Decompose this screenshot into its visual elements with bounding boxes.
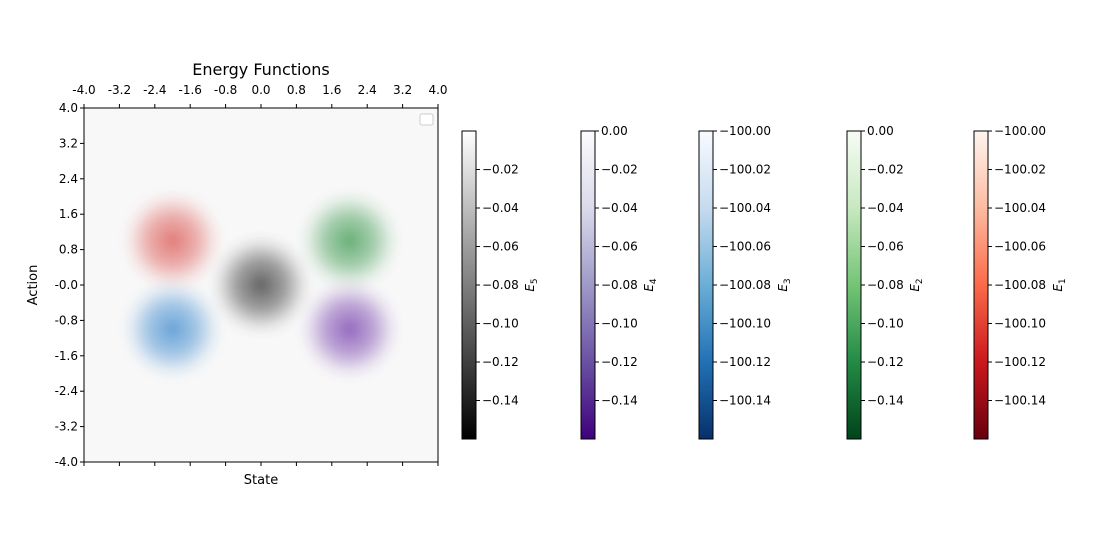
colorbar-label: E5: [523, 278, 540, 291]
y-tick-label: 3.2: [59, 136, 78, 150]
colorbar-tick-label: −100.04: [994, 201, 1046, 215]
energy-well-greys: [209, 233, 313, 337]
colorbar-tick-label: −100.06: [719, 240, 771, 254]
plot-frame: [83, 107, 439, 463]
heatmap-panel: Energy Functions -4.0 -3.2 -2.4 -1.6 -0.8 0.0…: [26, 60, 448, 488]
colorbar-tick-label: −0.04: [482, 201, 519, 215]
x-tick-label: -3.2: [108, 83, 131, 97]
colorbar-tick-label: −0.08: [482, 278, 519, 292]
x-axis-bottom-ticks: [83, 462, 439, 466]
energy-well-reds: [120, 188, 225, 293]
colorbar-label: E2: [908, 278, 925, 291]
energy-wells: [120, 188, 402, 382]
x-tick-label: 3.2: [393, 83, 412, 97]
chart-title: Energy Functions: [192, 60, 330, 79]
colorbar-reds: −100.00 −100.02 −100.04 −100.06 −100.08 −100.…: [973, 124, 1068, 440]
legend-box[interactable]: [419, 113, 434, 126]
colorbar-tick-label: −0.08: [601, 278, 638, 292]
colorbar-tick-label: −0.08: [867, 278, 904, 292]
colorbar-tick-label: −100.10: [994, 317, 1046, 331]
colorbar-tick-label: −0.14: [867, 394, 904, 408]
colorbar-tick-label: −100.14: [994, 394, 1046, 408]
y-tick-label: 1.6: [59, 207, 78, 221]
colorbar-blues: −100.00 −100.02 −100.04 −100.06 −100.08 −100.…: [698, 124, 793, 440]
colorbar-tick-label: −100.02: [994, 163, 1046, 177]
y-tick-label: 4.0: [59, 101, 78, 115]
colorbar-tick-label: −100.08: [719, 278, 771, 292]
colorbar-gradient: [973, 130, 989, 440]
x-tick-label: -0.8: [214, 83, 237, 97]
colorbar-tick-label: −0.06: [601, 240, 638, 254]
colorbar-tick-label: 0.00: [601, 124, 628, 138]
colorbar-greens: 0.00 −0.02 −0.04 −0.06 −0.08 −0.10 −0.12 −0.14 E…: [846, 124, 925, 440]
colorbar-tick-label: −0.10: [482, 317, 519, 331]
colorbar-purples: 0.00 −0.02 −0.04 −0.06 −0.08 −0.10 −0.12 −0.14 E…: [580, 124, 659, 440]
colorbar-tick-label: −100.00: [994, 124, 1046, 138]
colorbar-tick-label: −0.02: [482, 163, 519, 177]
colorbar-tick-label: −100.08: [994, 278, 1046, 292]
colorbar-tick-label: −0.02: [601, 163, 638, 177]
x-axis-label: State: [244, 473, 278, 488]
colorbar-tick-label: −100.06: [994, 240, 1046, 254]
y-tick-label: -4.0: [55, 455, 78, 469]
x-axis-top-ticks: -4.0 -3.2 -2.4 -1.6 -0.8 0.0 0.8 1.6 2.4 3.2 4.0: [72, 83, 448, 108]
colorbar-tick-label: −0.12: [867, 355, 904, 369]
colorbar-label: E4: [642, 278, 659, 292]
y-tick-label: -0.0: [55, 278, 78, 292]
x-tick-label: -2.4: [143, 83, 166, 97]
colorbar-tick-label: −0.14: [482, 394, 519, 408]
y-tick-label: -0.8: [55, 313, 78, 327]
x-tick-label: 2.4: [358, 83, 377, 97]
y-tick-label: -1.6: [55, 349, 78, 363]
colorbar-tick-label: −100.10: [719, 317, 771, 331]
y-tick-label: -3.2: [55, 420, 78, 434]
colorbar-tick-label: −100.12: [994, 355, 1046, 369]
colorbar-tick-label: −0.04: [867, 201, 904, 215]
colorbar-gradient: [580, 130, 596, 440]
y-tick-label: 2.4: [59, 172, 78, 186]
colorbar-greys: −0.02 −0.04 −0.06 −0.08 −0.10 −0.12 −0.14 E5: [461, 130, 540, 440]
colorbar-tick-label: −0.12: [482, 355, 519, 369]
y-axis-label: Action: [26, 265, 41, 306]
colorbar-tick-label: −100.04: [719, 201, 771, 215]
y-tick-label: -2.4: [55, 384, 78, 398]
colorbar-tick-label: −0.10: [867, 317, 904, 331]
colorbar-tick-label: −0.04: [601, 201, 638, 215]
x-tick-label: 0.0: [251, 83, 270, 97]
colorbar-tick-label: −0.12: [601, 355, 638, 369]
colorbar-tick-label: −0.14: [601, 394, 638, 408]
y-axis-ticks: 4.0 3.2 2.4 1.6 0.8 -0.0 -0.8 -1.6 -2.4 -3.2 -4.0: [55, 101, 84, 469]
colorbar-tick-label: −0.06: [482, 240, 519, 254]
energy-well-greens: [297, 188, 402, 293]
y-tick-label: 0.8: [59, 243, 78, 257]
colorbar-label: E3: [776, 278, 793, 291]
x-tick-label: -4.0: [72, 83, 95, 97]
x-tick-label: 4.0: [428, 83, 447, 97]
colorbar-gradient: [846, 130, 862, 440]
x-tick-label: 1.6: [322, 83, 341, 97]
energy-well-blues: [120, 277, 225, 382]
colorbar-tick-label: −100.12: [719, 355, 771, 369]
x-tick-label: -1.6: [178, 83, 201, 97]
colorbar-tick-label: −0.06: [867, 240, 904, 254]
colorbar-tick-label: −100.00: [719, 124, 771, 138]
colorbar-label: E1: [1051, 278, 1068, 291]
colorbar-gradient: [461, 130, 477, 440]
colorbars: −0.02 −0.04 −0.06 −0.08 −0.10 −0.12 −0.14 E5 0.0…: [461, 124, 1068, 440]
colorbar-tick-label: −100.02: [719, 163, 771, 177]
colorbar-tick-label: 0.00: [867, 124, 894, 138]
colorbar-tick-label: −0.02: [867, 163, 904, 177]
colorbar-tick-label: −100.14: [719, 394, 771, 408]
colorbar-tick-label: −0.10: [601, 317, 638, 331]
x-tick-label: 0.8: [287, 83, 306, 97]
colorbar-gradient: [698, 130, 714, 440]
energy-well-purples: [297, 277, 402, 382]
